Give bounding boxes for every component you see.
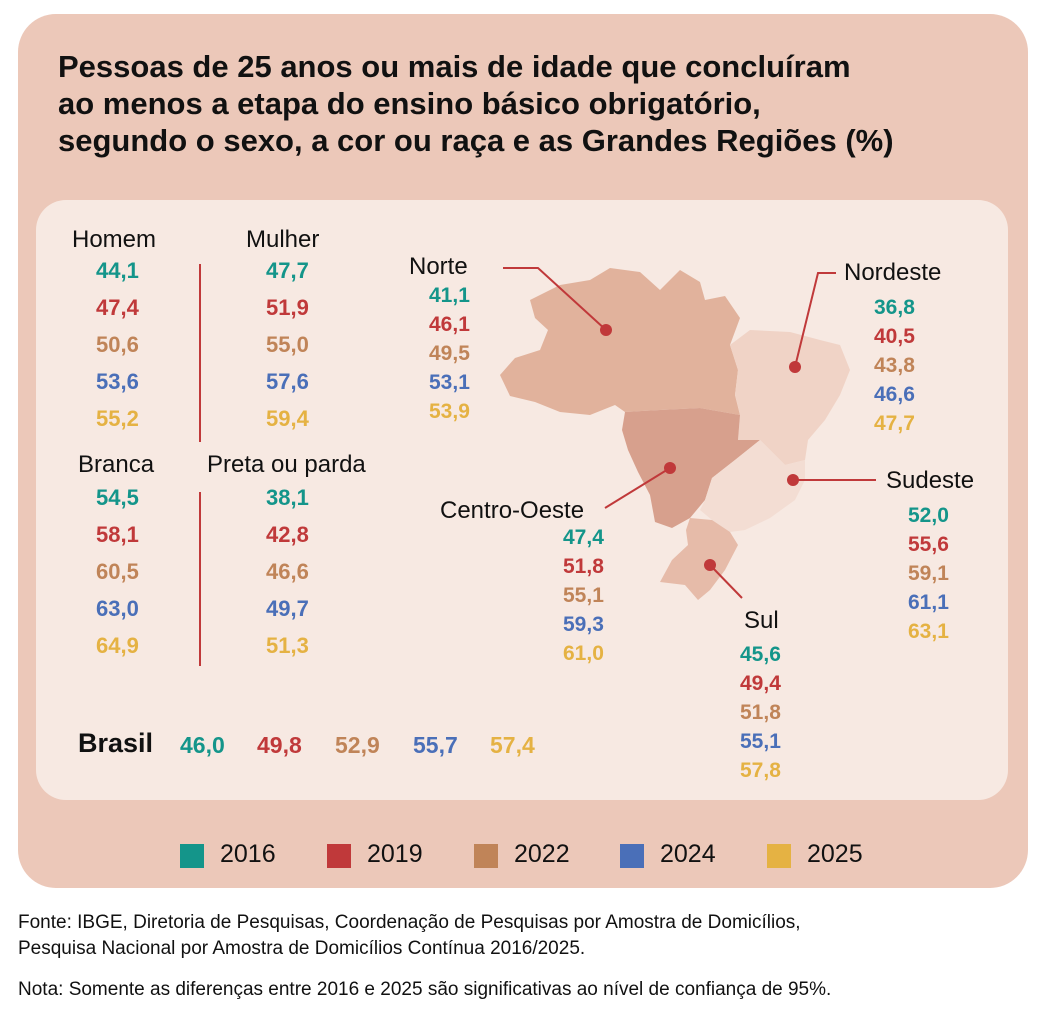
value-sudeste-2016: 52,0	[908, 504, 949, 527]
divider-sexo	[199, 264, 201, 442]
value-preta-2022: 46,6	[266, 559, 309, 584]
value-branca-2024: 63,0	[96, 596, 139, 621]
marker-sul	[704, 559, 716, 571]
footer-source-line1: Fonte: IBGE, Diretoria de Pesquisas, Coo…	[18, 912, 801, 933]
legend-swatch-2022	[474, 844, 498, 868]
legend-label-2024: 2024	[660, 840, 716, 868]
label-brasil: Brasil	[78, 728, 154, 758]
value-sul-2024: 55,1	[740, 730, 781, 753]
value-centro-oeste-2016: 47,4	[563, 526, 604, 549]
footer-source-line2: Pesquisa Nacional por Amostra de Domicíl…	[18, 938, 586, 959]
value-brasil-2022: 52,9	[335, 732, 380, 758]
value-mulher-2022: 55,0	[266, 332, 309, 357]
value-brasil-2019: 49,8	[257, 732, 302, 758]
chart-title: Pessoas de 25 anos ou mais de idade que …	[58, 49, 894, 158]
value-mulher-2025: 59,4	[266, 406, 309, 431]
value-mulher-2024: 57,6	[266, 369, 309, 394]
value-mulher-2019: 51,9	[266, 295, 309, 320]
value-sul-2016: 45,6	[740, 643, 781, 666]
value-preta-2024: 49,7	[266, 596, 309, 621]
label-branca: Branca	[78, 451, 155, 478]
value-centro-oeste-2019: 51,8	[563, 555, 604, 578]
label-norte: Norte	[409, 253, 468, 280]
value-nordeste-2016: 36,8	[874, 296, 915, 319]
legend-label-2019: 2019	[367, 840, 423, 868]
value-preta-2019: 42,8	[266, 522, 309, 547]
label-sul: Sul	[744, 607, 779, 634]
value-branca-2022: 60,5	[96, 559, 139, 584]
map-region-nordeste	[730, 330, 850, 465]
divider-cor-raca	[199, 492, 201, 666]
map-region-sul	[660, 518, 738, 600]
label-mulher: Mulher	[246, 226, 320, 253]
value-sudeste-2022: 59,1	[908, 562, 949, 585]
map-region-norte	[500, 268, 740, 415]
value-preta-2016: 38,1	[266, 485, 309, 510]
marker-norte	[600, 324, 612, 336]
leader-line-norte	[503, 267, 607, 331]
value-norte-2024: 53,1	[429, 371, 470, 394]
value-sul-2022: 51,8	[740, 701, 781, 724]
value-homem-2016: 44,1	[96, 258, 139, 283]
value-preta-2025: 51,3	[266, 633, 309, 658]
value-brasil-2016: 46,0	[180, 732, 225, 758]
value-sudeste-2024: 61,1	[908, 591, 949, 614]
value-nordeste-2024: 46,6	[874, 383, 915, 406]
value-branca-2016: 54,5	[96, 485, 139, 510]
value-centro-oeste-2025: 61,0	[563, 642, 604, 665]
value-branca-2025: 64,9	[96, 633, 139, 658]
leader-line-centro-oeste	[604, 467, 671, 509]
value-branca-2019: 58,1	[96, 522, 139, 547]
label-homem: Homem	[72, 226, 157, 253]
value-homem-2024: 53,6	[96, 369, 139, 394]
value-homem-2022: 50,6	[96, 332, 139, 357]
label-centro-oeste: Centro-Oeste	[440, 497, 585, 524]
legend-label-2016: 2016	[220, 840, 276, 868]
map-region-sudeste	[700, 440, 805, 532]
marker-centro-oeste	[664, 462, 676, 474]
value-brasil-2025: 57,4	[490, 732, 535, 758]
value-nordeste-2019: 40,5	[874, 325, 915, 348]
value-mulher-2016: 47,7	[266, 258, 309, 283]
value-norte-2022: 49,5	[429, 342, 470, 365]
legend-label-2022: 2022	[514, 840, 570, 868]
value-sudeste-2025: 63,1	[908, 620, 949, 643]
map-region-centro-oeste	[622, 408, 760, 528]
legend-label-2025: 2025	[807, 840, 863, 868]
content-panel	[36, 200, 1008, 800]
legend-swatch-2016	[180, 844, 204, 868]
value-centro-oeste-2022: 55,1	[563, 584, 604, 607]
label-preta-ou-parda: Preta ou parda	[207, 451, 366, 478]
label-nordeste: Nordeste	[844, 259, 942, 286]
value-centro-oeste-2024: 59,3	[563, 613, 604, 636]
legend-swatch-2025	[767, 844, 791, 868]
value-nordeste-2025: 47,7	[874, 412, 915, 435]
footer-note: Nota: Somente as diferenças entre 2016 e…	[18, 979, 832, 1000]
value-homem-2019: 47,4	[96, 295, 139, 320]
value-norte-2025: 53,9	[429, 400, 470, 423]
leader-line-sul	[709, 564, 743, 599]
value-norte-2016: 41,1	[429, 284, 470, 307]
legend-swatch-2019	[327, 844, 351, 868]
value-norte-2019: 46,1	[429, 313, 470, 336]
marker-nordeste	[789, 361, 801, 373]
leader-line-nordeste	[794, 272, 836, 368]
value-homem-2025: 55,2	[96, 406, 139, 431]
legend-swatch-2024	[620, 844, 644, 868]
value-nordeste-2022: 43,8	[874, 354, 915, 377]
value-brasil-2024: 55,7	[413, 732, 458, 758]
value-sul-2025: 57,8	[740, 759, 781, 782]
value-sul-2019: 49,4	[740, 672, 781, 695]
marker-sudeste	[787, 474, 799, 486]
label-sudeste: Sudeste	[886, 467, 975, 494]
value-sudeste-2019: 55,6	[908, 533, 949, 556]
